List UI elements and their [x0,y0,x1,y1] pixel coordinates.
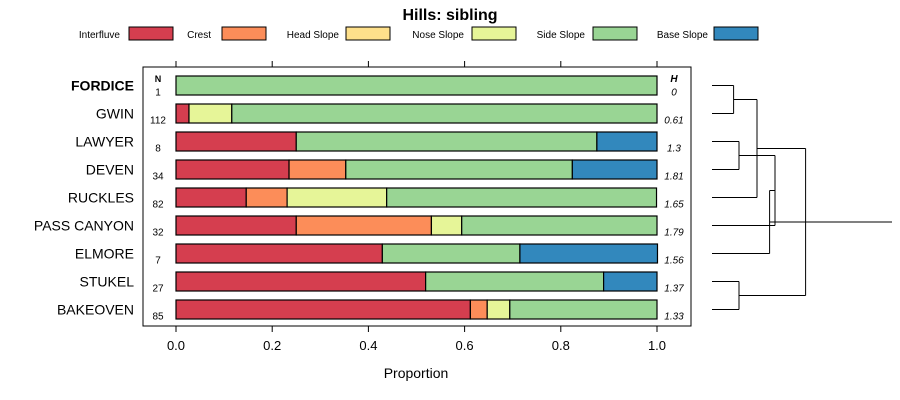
bar-segment [245,187,288,208]
plot-frame [142,66,692,327]
x-tick-label: 0.2 [263,338,281,353]
n-value: 34 [152,172,164,183]
bar-segment [596,131,658,152]
category-label: PASS CANYON [34,218,134,234]
category-label: LAWYER [75,134,134,150]
bar-segment [175,215,297,236]
x-tick-label: 0.0 [167,338,185,353]
bar-segment [175,271,427,292]
h-value: 0 [671,88,677,99]
bar-segment [175,103,190,124]
legend-label: Nose Slope [412,30,464,41]
legend-swatch [128,26,174,41]
legend: Interfluve Crest Head Slope Nose Slope Side … [79,26,759,41]
bar-segment [509,299,658,320]
x-tick-label: 0.4 [359,338,377,353]
bar-segment [603,271,658,292]
bar-segment [469,299,488,320]
category-label: GWIN [96,106,134,122]
bar-segment [461,215,658,236]
bar-segment [175,159,290,180]
legend-label: Crest [187,30,211,41]
h-value: 1.56 [664,256,684,267]
bar-segment [295,215,433,236]
legend-label: Interfluve [79,30,121,41]
n-value: 85 [152,312,164,323]
bar-segment [430,215,463,236]
plot-area: 0.0 0.2 0.4 0.6 0.8 1.0 N H FORDICE 1 0 GWIN 112 0.61… [34,61,692,353]
x-axis-label: Proportion [384,365,449,381]
bar-segment [175,187,247,208]
h-header: H [670,74,678,85]
h-value: 0.61 [664,116,683,127]
h-value: 1.65 [664,200,684,211]
bar-segment [486,299,511,320]
bar-segment [345,159,573,180]
bar-segment [175,243,383,264]
x-tick-label: 0.6 [456,338,474,353]
category-label: DEVEN [86,162,134,178]
chart-title: Hills: sibling [402,7,497,24]
x-tick-label: 1.0 [648,338,666,353]
category-label: RUCKLES [68,190,134,206]
bar-segment [231,103,658,124]
bar-segment [519,243,659,264]
legend-label: Side Slope [537,30,586,41]
dendrogram [712,85,892,310]
legend-label: Base Slope [657,30,709,41]
bar-segment [571,159,658,180]
n-value: 82 [152,200,164,211]
n-value: 7 [155,256,161,267]
h-value: 1.37 [664,284,684,295]
category-label: FORDICE [71,78,134,94]
h-value: 1.33 [664,312,684,323]
bar-segment [175,131,297,152]
bar-segment [188,103,233,124]
bar-segment [295,131,598,152]
bar-segment [286,187,388,208]
n-value: 27 [152,284,164,295]
n-value: 112 [150,116,166,127]
h-value: 1.79 [664,228,684,239]
legend-swatch [713,26,759,41]
legend-label: Head Slope [287,30,340,41]
category-label: BAKEOVEN [57,302,134,318]
bar-segment [425,271,605,292]
legend-swatch [592,26,638,41]
h-value: 1.81 [664,172,683,183]
category-label: STUKEL [80,274,135,290]
category-label: ELMORE [75,246,134,262]
legend-swatch [471,26,517,41]
h-value: 1.3 [667,144,681,155]
bar-segment [175,75,658,96]
n-header: N [155,74,162,84]
legend-swatch [345,26,391,41]
bar-segment [386,187,658,208]
n-value: 1 [155,88,161,99]
bar-segment [288,159,347,180]
bar-segment [381,243,521,264]
bar-segment [175,299,471,320]
n-value: 8 [155,144,161,155]
n-value: 32 [152,228,164,239]
x-tick-label: 0.8 [552,338,570,353]
legend-swatch [221,26,267,41]
